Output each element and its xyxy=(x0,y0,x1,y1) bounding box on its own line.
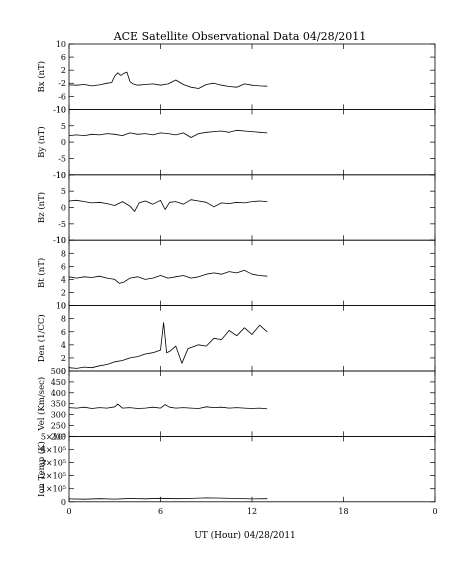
y-tick-label: 10 xyxy=(56,171,66,180)
y-tick-label: 6 xyxy=(61,262,66,271)
y-tick-label: 5 xyxy=(61,122,66,131)
chart-title: ACE Satellite Observational Data 04/28/2… xyxy=(113,30,367,43)
panel-2: 10 5 0 -5 -10 Bz (nT) xyxy=(36,171,436,245)
series-line xyxy=(68,497,268,500)
panel-0: 10 6 2 -2 -6 -10 Bx (nT) xyxy=(36,40,436,114)
x-tick-label: 6 xyxy=(158,507,163,516)
panel-frame xyxy=(68,370,436,437)
y-tick-label: 4 xyxy=(61,275,66,284)
y-tick-label: 8 xyxy=(61,315,66,324)
y-tick-label: 4×10⁵ xyxy=(41,445,66,454)
y-tick-label: 450 xyxy=(51,378,66,387)
series-line xyxy=(68,403,268,410)
y-tick-label: -5 xyxy=(58,220,66,229)
y-tick-label: 350 xyxy=(51,400,66,409)
panel-6: 5×10⁵ 4×10⁵ 3×10⁵ 2×10⁵ 1×10⁵ 0 Ion Temp (K) xyxy=(36,432,436,507)
series-line xyxy=(68,199,268,212)
y-tick-label: 250 xyxy=(51,422,66,431)
x-tick-label: 0 xyxy=(432,507,437,516)
y-tick-label: 8 xyxy=(61,249,66,258)
y-tick-label: -10 xyxy=(53,105,66,114)
y-tick-label: 10 xyxy=(56,236,66,245)
panel-1: 10 5 0 -5 -10 By (nT) xyxy=(36,105,436,180)
y-tick-label: -10 xyxy=(53,236,66,245)
y-tick-label: 2 xyxy=(61,354,66,363)
y-tick-label: 2 xyxy=(61,289,66,298)
y-tick-label: 5×10⁵ xyxy=(41,432,66,441)
series-line xyxy=(68,129,268,138)
y-tick-label: 300 xyxy=(51,411,66,420)
y-axis-label: Den (1/CC) xyxy=(36,314,47,362)
y-axis-label: Bx (nT) xyxy=(36,61,47,93)
y-tick-label: 5 xyxy=(61,187,66,196)
y-tick-label: 6 xyxy=(61,53,66,62)
panel-stack: 10 6 2 -2 -6 -10 Bx (nT) 10 5 0 -5 -10 By (nT) 10 5 0 -5… xyxy=(36,40,438,516)
y-tick-label: 3×10⁵ xyxy=(41,459,66,468)
series-line xyxy=(68,322,268,369)
panel-frame xyxy=(68,174,436,241)
y-tick-label: -2 xyxy=(58,79,66,88)
panel-frame xyxy=(68,305,436,372)
y-tick-label: 400 xyxy=(51,389,66,398)
y-axis-label: By (nT) xyxy=(36,126,47,158)
y-axis-label: Vel (Km/sec) xyxy=(36,377,47,432)
y-axis-label: Bz (nT) xyxy=(36,192,47,223)
y-tick-label: 6 xyxy=(61,328,66,337)
y-tick-label: -10 xyxy=(53,171,66,180)
y-tick-label: 10 xyxy=(56,105,66,114)
y-tick-label: 2 xyxy=(61,66,66,75)
panel-3: 10 8 6 4 2 0 Bt (nT) xyxy=(36,236,436,311)
y-tick-label: 0 xyxy=(61,367,66,376)
y-tick-label: 0 xyxy=(61,204,66,213)
x-tick-label: 18 xyxy=(338,507,348,516)
panel-frame xyxy=(68,435,436,503)
y-axis-label: Ion Temp (K) xyxy=(36,441,47,497)
series-line xyxy=(68,71,268,89)
y-tick-label: 2×10⁵ xyxy=(41,472,66,481)
y-tick-label: 4 xyxy=(61,341,66,350)
panel-frame xyxy=(68,239,436,306)
y-tick-label: -6 xyxy=(58,92,66,101)
y-tick-label: 10 xyxy=(56,40,66,49)
panel-frame xyxy=(68,43,436,110)
x-axis-label: UT (Hour) 04/28/2011 xyxy=(194,530,296,541)
panel-frame xyxy=(68,109,436,176)
y-tick-label: 0 xyxy=(61,498,66,507)
y-tick-label: 1×10⁵ xyxy=(41,485,66,494)
y-tick-label: -5 xyxy=(58,154,66,163)
y-tick-label: 500 xyxy=(51,367,66,376)
x-tick-label: 12 xyxy=(247,507,257,516)
series-line xyxy=(68,269,268,284)
panel-4: 10 8 6 4 2 0 Den (1/CC) xyxy=(36,302,436,376)
y-axis-label: Bt (nT) xyxy=(36,258,47,288)
y-tick-label: 0 xyxy=(61,302,66,311)
y-tick-label: 200 xyxy=(51,432,66,441)
y-tick-label: 0 xyxy=(61,138,66,147)
x-tick-label: 0 xyxy=(66,507,71,516)
y-tick-label: 10 xyxy=(56,302,66,311)
